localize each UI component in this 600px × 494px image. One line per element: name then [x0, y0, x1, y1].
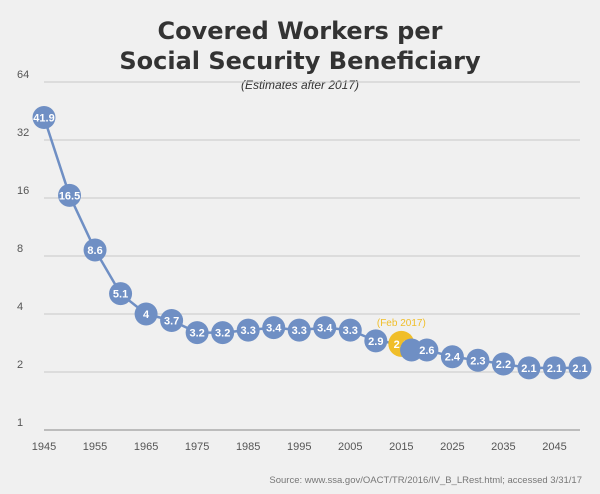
data-label: 8.6 [87, 245, 102, 257]
data-point [338, 318, 362, 342]
source-note: Source: www.ssa.gov/OACT/TR/2016/IV_B_LR… [269, 475, 582, 486]
data-point [415, 338, 439, 362]
data-label: 3.3 [292, 325, 307, 337]
y-tick-label: 32 [17, 127, 29, 139]
data-point [568, 356, 592, 380]
data-label: 41.9 [33, 112, 54, 124]
y-tick-label: 2 [17, 359, 23, 371]
data-label: 3.7 [164, 316, 179, 328]
data-label: 2.2 [496, 359, 511, 371]
data-point [491, 352, 515, 376]
data-point [466, 348, 490, 372]
data-point [440, 345, 464, 369]
x-tick-label: 2005 [338, 441, 362, 453]
y-tick-label: 1 [17, 417, 23, 429]
data-point [542, 356, 566, 380]
y-tick-label: 64 [17, 69, 29, 81]
data-point [287, 318, 311, 342]
data-point [236, 318, 260, 342]
series-line [42, 117, 580, 370]
data-point [517, 356, 541, 380]
x-tick-label: 2035 [491, 441, 515, 453]
data-label: 3.3 [241, 325, 256, 337]
data-label: 2.9 [368, 336, 383, 348]
x-tick-label: 1975 [185, 441, 209, 453]
data-label: 3.4 [266, 323, 282, 335]
data-point [32, 105, 56, 129]
data-point [109, 282, 133, 306]
x-tick-label: 1965 [134, 441, 158, 453]
x-tick-label: 1985 [236, 441, 260, 453]
data-label: 2.6 [419, 345, 434, 357]
data-point [160, 309, 184, 333]
chart-title-line1: Covered Workers per [157, 17, 443, 45]
data-point [313, 316, 337, 340]
x-tick-label: 2025 [440, 441, 464, 453]
x-tick-label: 1995 [287, 441, 311, 453]
data-point [262, 316, 286, 340]
data-label: 3.2 [189, 328, 204, 340]
x-tick-label: 1955 [83, 441, 107, 453]
data-point [134, 302, 158, 326]
data-point [58, 183, 82, 207]
y-tick-label: 16 [17, 185, 29, 197]
data-label: 3.4 [317, 323, 333, 335]
x-tick-label: 2045 [542, 441, 566, 453]
data-label: 3.3 [343, 325, 358, 337]
data-point [364, 329, 388, 353]
data-point [83, 238, 107, 262]
data-label: 2.1 [521, 363, 536, 375]
data-label: 5.1 [113, 289, 128, 301]
data-label: 2.3 [470, 355, 485, 367]
data-label: 16.5 [59, 190, 80, 202]
y-tick-label: 4 [17, 301, 23, 313]
data-label: 2.4 [445, 352, 461, 364]
data-label: 2.1 [547, 363, 562, 375]
x-tick-label: 2015 [389, 441, 413, 453]
annotation-label: (Feb 2017) [377, 318, 426, 329]
data-point [185, 321, 209, 345]
data-point [211, 321, 235, 345]
data-label: 3.2 [215, 328, 230, 340]
chart-title-line2: Social Security Beneficiary [119, 47, 481, 75]
y-tick-label: 8 [17, 243, 23, 255]
data-label: 4 [143, 309, 150, 321]
x-tick-label: 1945 [32, 441, 56, 453]
data-label: 2.1 [572, 363, 587, 375]
